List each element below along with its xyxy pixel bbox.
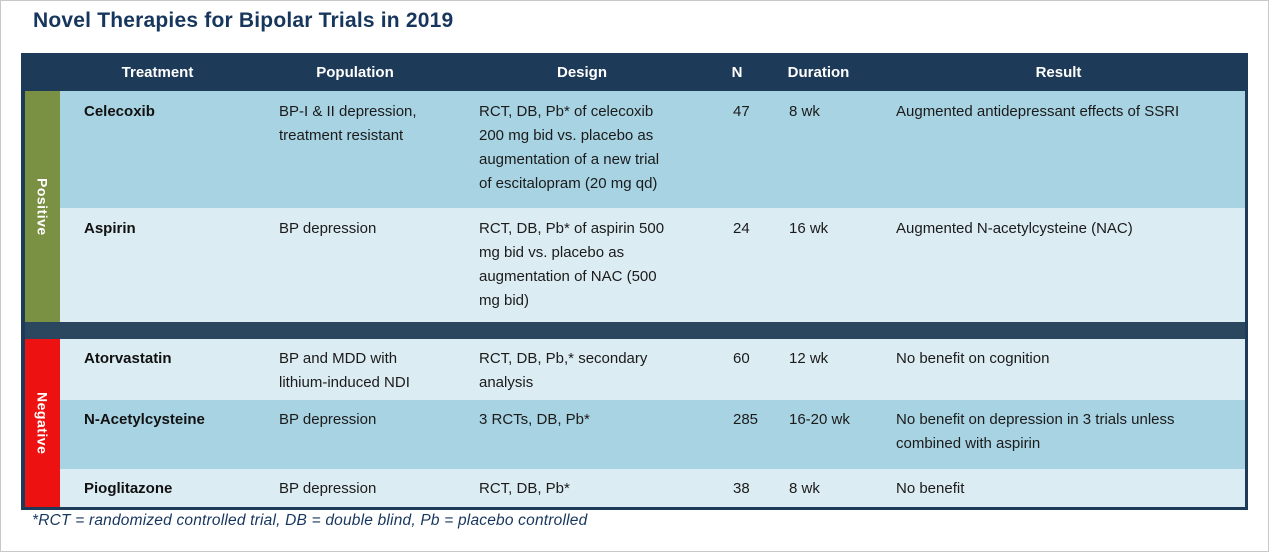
cell-treatment: N-Acetylcysteine <box>84 411 205 428</box>
section-label-positive-text: Positive <box>34 177 51 236</box>
section-positive: Positive Celecoxib BP-I & II depression,… <box>25 91 1245 322</box>
cell-result: No benefit on cognition <box>896 350 1050 367</box>
cell-population: BP-I & II depression, treatment resistan… <box>279 103 417 144</box>
table-row-pioglitazone: Pioglitazone BP depression RCT, DB, Pb* … <box>60 469 1245 507</box>
column-header-result: Result <box>1035 63 1082 81</box>
cell-population: BP depression <box>279 480 377 497</box>
cell-design: RCT, DB, Pb* of celecoxib 200 mg bid vs.… <box>479 103 660 192</box>
cell-duration: 12 wk <box>789 350 829 367</box>
cell-result: No benefit <box>896 480 965 497</box>
cell-duration: 8 wk <box>789 103 820 120</box>
section-label-negative-text: Negative <box>34 391 51 455</box>
cell-population: BP and MDD with lithium-induced NDI <box>279 350 410 391</box>
section-negative-rows: Atorvastatin BP and MDD with lithium-ind… <box>60 339 1245 507</box>
cell-n: 285 <box>733 411 759 428</box>
table-row-celecoxib: Celecoxib BP-I & II depression, treatmen… <box>60 91 1245 208</box>
cell-design: 3 RCTs, DB, Pb* <box>479 411 590 428</box>
section-divider-bar <box>25 322 1245 339</box>
cell-design: RCT, DB, Pb* <box>479 480 570 497</box>
cell-population: BP depression <box>279 411 377 428</box>
cell-treatment: Atorvastatin <box>84 350 172 367</box>
column-header-design: Design <box>556 63 607 81</box>
cell-design: RCT, DB, Pb,* secondary analysis <box>479 350 648 391</box>
cell-duration: 16 wk <box>789 220 829 237</box>
abbreviation-footnote: *RCT = randomized controlled trial, DB =… <box>32 512 588 529</box>
cell-result: Augmented N-acetylcysteine (NAC) <box>896 220 1133 237</box>
trials-table: Treatment Population Design N Duration R… <box>21 53 1248 510</box>
cell-duration: 8 wk <box>789 480 820 497</box>
table-row-atorvastatin: Atorvastatin BP and MDD with lithium-ind… <box>60 339 1245 400</box>
cell-n: 47 <box>733 103 750 120</box>
cell-treatment: Aspirin <box>84 220 136 237</box>
section-positive-rows: Celecoxib BP-I & II depression, treatmen… <box>60 91 1245 322</box>
section-label-positive: Positive <box>25 91 60 322</box>
table-row-aspirin: Aspirin BP depression RCT, DB, Pb* of as… <box>60 208 1245 322</box>
cell-n: 60 <box>733 350 750 367</box>
page-title: Novel Therapies for Bipolar Trials in 20… <box>33 9 454 32</box>
cell-result: Augmented antidepressant effects of SSRI <box>896 103 1180 120</box>
cell-result: No benefit on depression in 3 trials unl… <box>896 411 1175 452</box>
table-header-row: Treatment Population Design N Duration R… <box>25 53 1245 91</box>
cell-duration: 16-20 wk <box>789 411 850 428</box>
column-header-treatment: Treatment <box>121 63 194 81</box>
cell-population: BP depression <box>279 220 377 237</box>
column-header-population: Population <box>316 63 394 81</box>
section-label-negative: Negative <box>25 339 60 507</box>
cell-n: 24 <box>733 220 750 237</box>
header-spacer <box>25 53 60 91</box>
column-header-n: N <box>731 63 743 81</box>
column-header-duration: Duration <box>787 63 850 81</box>
cell-n: 38 <box>733 480 750 497</box>
cell-treatment: Pioglitazone <box>84 480 173 497</box>
cell-treatment: Celecoxib <box>84 103 155 120</box>
cell-design: RCT, DB, Pb* of aspirin 500 mg bid vs. p… <box>479 220 665 309</box>
table-row-nacetylcysteine: N-Acetylcysteine BP depression 3 RCTs, D… <box>60 400 1245 469</box>
section-negative: Negative Atorvastatin BP and MDD with li… <box>25 339 1245 507</box>
